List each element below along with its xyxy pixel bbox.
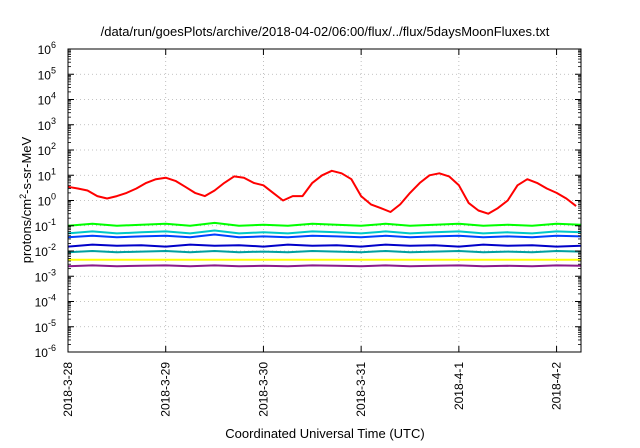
y-tick-label: 104 (38, 91, 56, 108)
x-tick-label: 2018-3-30 (256, 362, 270, 417)
y-tick-label: 10-4 (35, 293, 56, 310)
y-tick-label-base: 10 (38, 94, 52, 108)
y-tick-label-base: 10 (35, 346, 49, 360)
y-tick-label: 10-5 (35, 318, 56, 335)
series-line-2 (67, 221, 582, 227)
x-tick-label: 2018-4-1 (452, 362, 466, 410)
y-tick-label-sup: -6 (48, 343, 56, 353)
series-layer (67, 169, 582, 268)
y-axis-label-base: protons/cm (19, 199, 34, 263)
y-tick-label: 101 (38, 166, 56, 183)
x-tick-label: 2018-3-28 (61, 362, 75, 417)
y-tick-label: 10-3 (35, 267, 56, 284)
x-axis-ticks: 2018-3-28 2018-3-29 2018-3-30 2018-3-31 2018… (61, 49, 564, 417)
y-tick-label-sup: -1 (48, 217, 56, 227)
series-line-4 (67, 233, 582, 239)
series-line-3 (67, 229, 582, 235)
y-tick-label-base: 10 (35, 220, 49, 234)
y-tick-label-base: 10 (38, 43, 52, 57)
y-tick-label: 102 (38, 141, 56, 158)
y-tick-label-base: 10 (35, 321, 49, 335)
y-tick-label-sup: -4 (48, 293, 56, 303)
y-tick-label-base: 10 (35, 245, 49, 259)
y-tick-label-sup: 1 (51, 166, 56, 176)
series-line-8 (67, 264, 582, 268)
series-line-1 (67, 169, 577, 215)
y-tick-label-sup: 6 (51, 40, 56, 50)
x-axis-label: Coordinated Universal Time (UTC) (225, 426, 424, 441)
y-tick-label: 103 (38, 116, 56, 133)
y-tick-label-sup: -3 (48, 267, 56, 277)
y-tick-label-sup: -2 (48, 242, 56, 252)
y-tick-label-base: 10 (35, 296, 49, 310)
y-tick-label-base: 10 (38, 169, 52, 183)
y-axis-ticks: 10-610-510-410-310-210-11001011021031041… (35, 40, 581, 360)
y-tick-label: 106 (38, 40, 56, 57)
y-tick-label-sup: 4 (51, 91, 56, 101)
y-tick-label-base: 10 (38, 119, 52, 133)
x-tick-label: 2018-3-31 (354, 362, 368, 417)
x-tick-label: 2018-4-2 (550, 362, 564, 410)
chart-title: /data/run/goesPlots/archive/2018-04-02/0… (101, 24, 550, 39)
y-tick-label-sup: 0 (51, 192, 56, 202)
y-tick-label-sup: 2 (51, 141, 56, 151)
y-tick-label-sup: 5 (51, 65, 56, 75)
y-tick-label-base: 10 (35, 270, 49, 284)
y-tick-label: 100 (38, 192, 56, 209)
y-tick-label-base: 10 (38, 68, 52, 82)
series-line-6 (67, 250, 582, 254)
y-tick-label: 105 (38, 65, 56, 82)
y-tick-label: 10-1 (35, 217, 56, 234)
y-tick-label-base: 10 (38, 144, 52, 158)
y-tick-label: 10-6 (35, 343, 56, 360)
y-tick-label: 10-2 (35, 242, 56, 259)
x-tick-label: 2018-3-29 (159, 362, 173, 417)
y-tick-label-sup: -5 (48, 318, 56, 328)
series-line-5 (67, 243, 582, 248)
y-axis-label: protons/cm2-s-sr-MeV (18, 136, 34, 263)
y-axis-label-sup: 2 (18, 194, 28, 199)
y-axis-label-rest: -s-sr-MeV (19, 136, 34, 193)
y-tick-label-base: 10 (38, 195, 52, 209)
y-tick-label-sup: 3 (51, 116, 56, 126)
